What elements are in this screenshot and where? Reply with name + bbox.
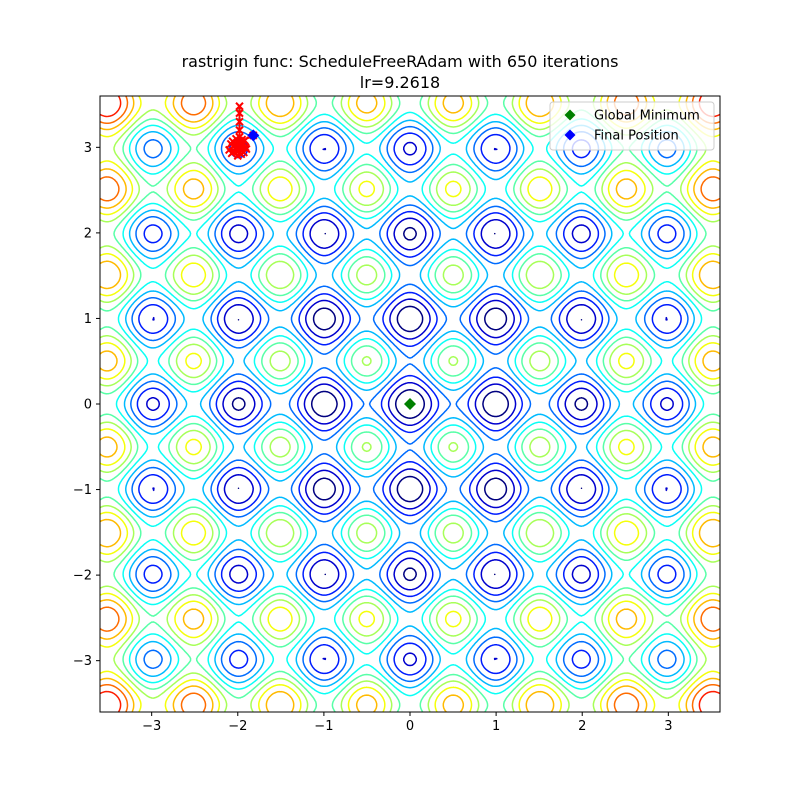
contour-level-10 — [146, 141, 674, 667]
legend-box — [549, 101, 715, 151]
contour-level-35 — [100, 96, 720, 712]
x-tick-label: −2 — [228, 719, 247, 734]
legend-marker — [564, 109, 576, 121]
x-tick-label: −3 — [142, 719, 161, 734]
contour-level-15 — [136, 132, 684, 676]
x-axis: −3 −2 −1 0 1 2 3 — [142, 712, 672, 734]
x-tick-label: 3 — [664, 719, 672, 734]
x-tick-label: 0 — [406, 719, 414, 734]
contour-level-5 — [231, 226, 589, 582]
chart-subtitle: lr=9.2618 — [359, 73, 441, 92]
y-tick-label: −1 — [73, 483, 92, 498]
y-tick-label: 0 — [84, 398, 92, 413]
legend: Global Minimum Final Position — [549, 101, 715, 151]
path-point — [231, 139, 241, 149]
x-tick-label: 1 — [492, 719, 500, 734]
contour-level-25 — [123, 119, 697, 689]
legend-label: Global Minimum — [594, 109, 700, 124]
path-point — [235, 126, 244, 135]
contour-level-20 — [130, 125, 690, 683]
y-tick-label: −3 — [73, 654, 92, 669]
y-tick-label: 2 — [84, 226, 92, 241]
final-position-marker — [247, 129, 260, 142]
path-point — [227, 149, 236, 158]
optimizer-path — [224, 102, 258, 161]
path-point — [235, 102, 244, 111]
x-tick-label: −1 — [314, 719, 333, 734]
y-tick-label: −2 — [73, 569, 92, 584]
y-axis: −3 −2 −1 0 1 2 3 — [73, 141, 100, 669]
y-tick-label: 1 — [84, 312, 92, 327]
chart-title: rastrigin func: ScheduleFreeRAdam with 6… — [181, 52, 619, 71]
contour-level-30 — [115, 111, 705, 697]
path-point — [235, 108, 244, 118]
path-point — [241, 143, 250, 152]
y-tick-label: 3 — [84, 141, 92, 156]
legend-marker — [564, 129, 576, 141]
legend-label: Final Position — [594, 129, 679, 144]
markers — [247, 129, 416, 410]
path-point — [235, 117, 244, 126]
x-tick-label: 2 — [578, 719, 586, 734]
global-minimum-marker — [404, 398, 416, 410]
